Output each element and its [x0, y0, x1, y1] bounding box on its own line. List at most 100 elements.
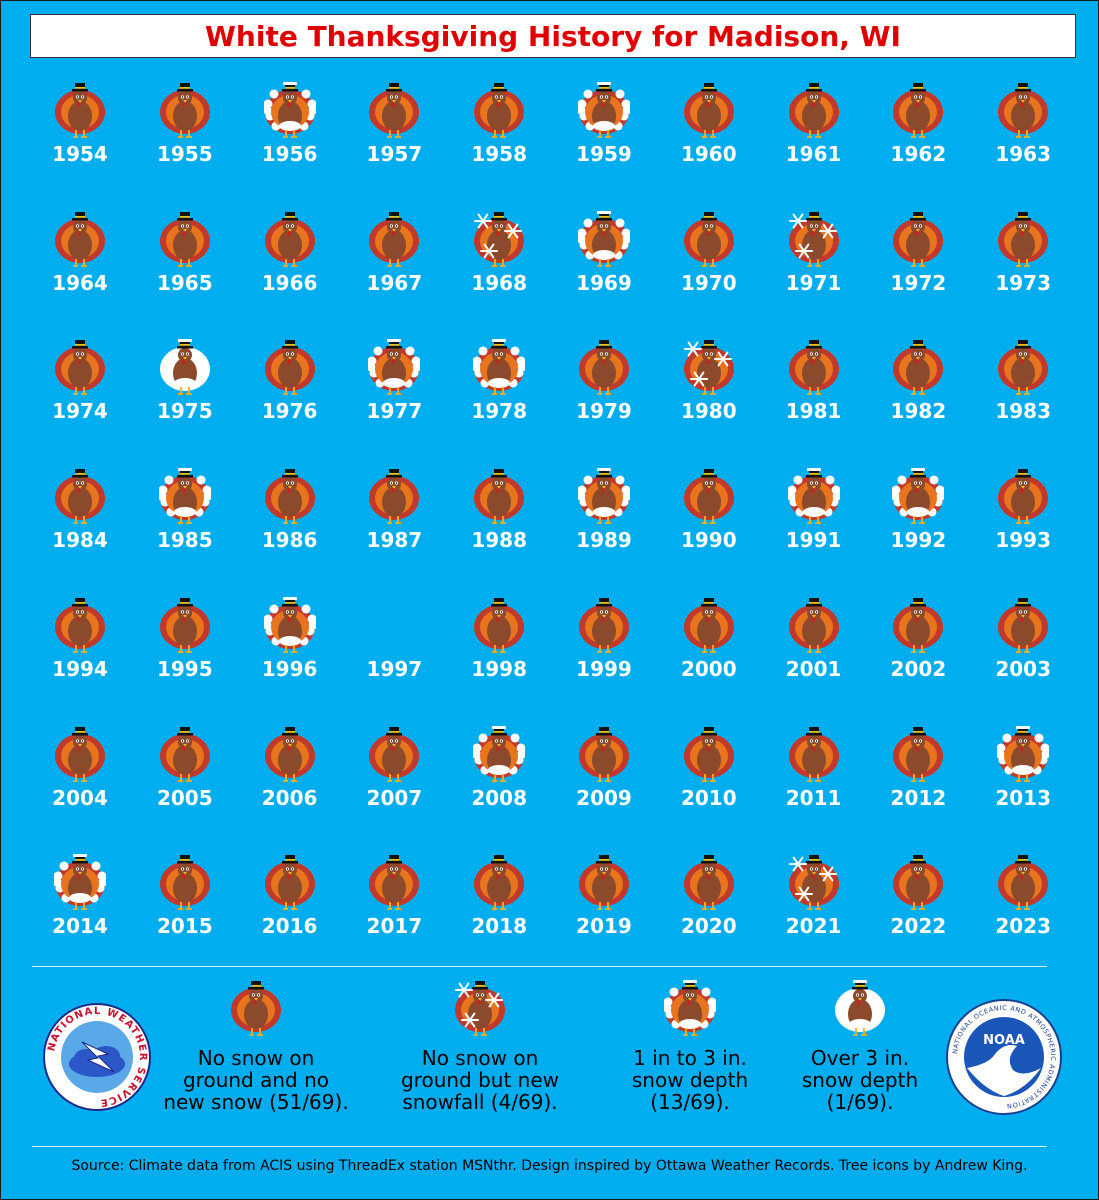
year-label: 2000	[680, 656, 737, 681]
turkey-icon-light	[263, 596, 316, 653]
year-label: 1956	[261, 142, 318, 166]
year-label: 1990	[680, 528, 737, 553]
turkey-icon-light	[263, 82, 316, 138]
turkey-icon-none	[55, 469, 105, 524]
year-label: 2002	[890, 656, 947, 681]
year-cell: 2003	[973, 595, 1073, 715]
turkey-icon-none	[159, 211, 210, 267]
year-cell: 2008	[449, 724, 549, 844]
turkey-icon-none	[369, 726, 420, 782]
turkey-icon-light	[368, 339, 421, 396]
year-cell: 1991	[764, 466, 864, 586]
legend-turkey-icon-deep	[835, 980, 885, 1036]
year-cell: 2020	[659, 852, 759, 972]
year-label: 1997	[366, 656, 423, 681]
legend-turkey-icon-light	[664, 980, 716, 1036]
year-cell: 2017	[344, 852, 444, 972]
turkey-icon-new	[474, 211, 525, 267]
year-label: 1985	[156, 528, 213, 553]
year-cell: 1981	[764, 337, 864, 457]
turkey-icon-none	[264, 855, 315, 911]
year-label: 1960	[680, 142, 737, 166]
year-cell: 1979	[554, 337, 654, 457]
turkey-icon-none	[893, 597, 944, 653]
year-label: 1963	[995, 142, 1052, 166]
year-label: 1996	[261, 656, 318, 681]
turkey-icon-none	[998, 855, 1049, 911]
chart-title: White Thanksgiving History for Madison, …	[205, 19, 901, 53]
year-label: 2008	[471, 785, 528, 810]
turkey-icon-light	[892, 468, 945, 524]
year-label: 2012	[890, 785, 947, 810]
year-cell: 2023	[973, 852, 1073, 972]
year-cell: 1999	[554, 595, 654, 715]
year-cell: 1982	[868, 337, 968, 457]
year-cell: 1957	[344, 80, 444, 200]
year-label: 1971	[785, 270, 842, 295]
turkey-icon-none	[683, 211, 734, 267]
legend-label: Over 3 in. snow depth (1/69).	[801, 1046, 919, 1114]
year-label: 2019	[576, 914, 632, 939]
turkey-icon-new	[788, 211, 839, 267]
year-cell: 1988	[449, 466, 549, 586]
turkey-icon-none	[55, 597, 105, 653]
year-label: 2011	[785, 785, 842, 810]
turkey-icon-light	[787, 468, 840, 524]
year-cell: 1986	[240, 466, 340, 586]
turkey-icon-none	[474, 469, 525, 524]
year-cell: 1955	[135, 80, 235, 200]
year-cell: 1969	[554, 209, 654, 329]
turkey-icon-none	[788, 340, 839, 396]
year-label: 2021	[785, 914, 842, 939]
year-label: 2023	[995, 914, 1052, 939]
year-cell: 1959	[554, 80, 654, 200]
year-label: 1969	[576, 270, 632, 295]
year-cell: 2016	[240, 852, 340, 972]
year-label: 2020	[680, 914, 737, 939]
year-label: 1974	[52, 399, 108, 424]
turkey-icon-none	[788, 83, 839, 138]
year-label: 1959	[576, 142, 632, 166]
year-label: 1976	[261, 399, 318, 424]
turkey-icon-none	[264, 726, 315, 782]
turkey-icon-none	[55, 340, 105, 396]
year-cell: 2012	[868, 724, 968, 844]
title-box: White Thanksgiving History for Madison, …	[30, 14, 1076, 58]
year-cell: 1971	[764, 209, 864, 329]
legend-turkey-icon-new	[455, 981, 505, 1036]
turkey-icon-none	[683, 469, 734, 524]
year-cell: 1974	[30, 337, 130, 457]
year-cell: 1958	[449, 80, 549, 200]
year-cell: 2011	[764, 724, 864, 844]
year-cell: 2001	[764, 595, 864, 715]
turkey-icon-none	[893, 83, 944, 138]
turkey-icon-none	[369, 83, 420, 138]
year-label: 1977	[366, 399, 423, 424]
turkey-icon-none	[369, 469, 420, 524]
year-label: 1981	[785, 399, 842, 424]
year-label: 2001	[785, 656, 842, 681]
year-cell: 2010	[659, 724, 759, 844]
year-cell: 1985	[135, 466, 235, 586]
noaa-logo-text: NOAA	[983, 1033, 1025, 1048]
year-label: 1993	[995, 528, 1052, 553]
year-label: 2018	[471, 914, 528, 939]
year-label: 1968	[471, 270, 528, 295]
year-cell: 1975	[135, 337, 235, 457]
year-cell: 1960	[659, 80, 759, 200]
legend-turkey-icon-none	[231, 981, 281, 1036]
year-cell: 1977	[344, 337, 444, 457]
year-label: 1987	[366, 528, 423, 553]
turkey-icon-none	[579, 726, 629, 782]
year-label: 1973	[995, 270, 1052, 295]
legend-divider-top	[32, 966, 1047, 967]
source-note: Source: Climate data from ACIS using Thr…	[71, 1158, 1028, 1174]
turkey-icon-none	[474, 855, 525, 911]
year-cell: 2013	[973, 724, 1073, 844]
year-cell: 2022	[868, 852, 968, 972]
year-label: 1955	[156, 142, 213, 166]
legend-label: No snow on ground but new snowfall (4/69…	[400, 1046, 560, 1114]
year-cell: 1972	[868, 209, 968, 329]
turkey-icon-none	[893, 726, 944, 782]
turkey-icon-none	[893, 211, 944, 267]
